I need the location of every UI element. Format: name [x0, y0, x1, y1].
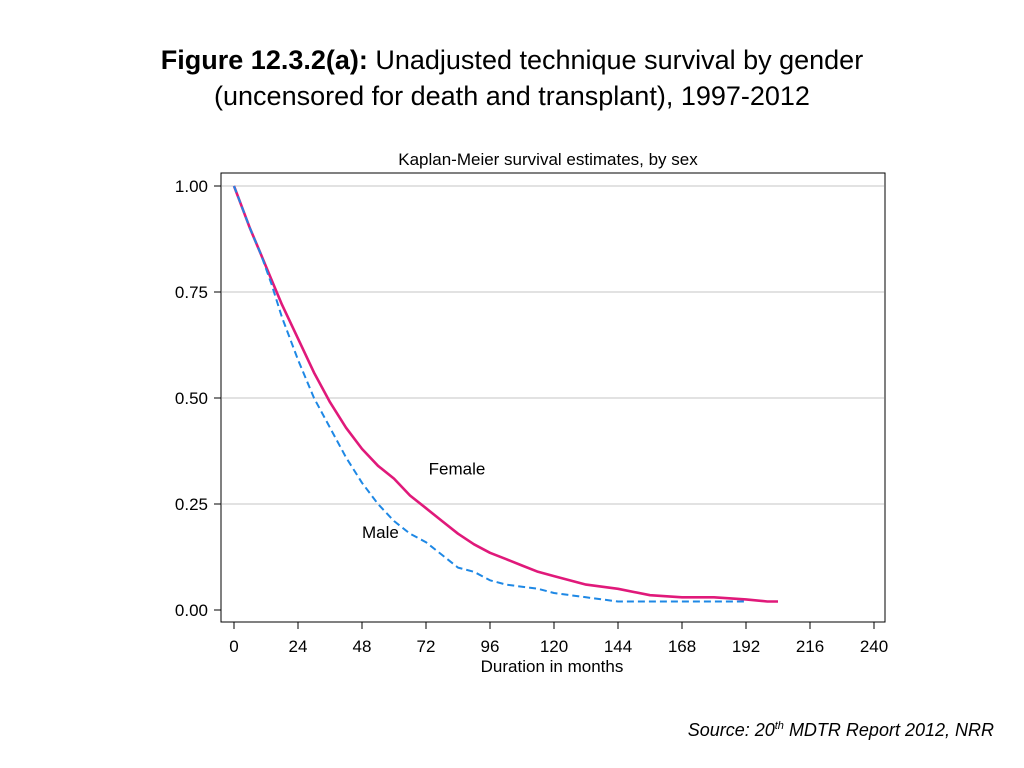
curve-labels: Female Male	[362, 459, 485, 542]
survival-curves	[232, 185, 778, 603]
x-tick-label: 216	[796, 637, 824, 656]
figure-title-line2: (uncensored for death and transplant), 1…	[214, 81, 810, 111]
annotation-male: Male	[362, 523, 399, 542]
x-tick-label: 96	[481, 637, 500, 656]
chart-title: Kaplan-Meier survival estimates, by sex	[398, 150, 698, 169]
x-tick-label: 24	[289, 637, 308, 656]
x-axis: 0 24 48 72 96 120 144 168 192 216 240	[229, 622, 888, 656]
x-tick-label: 240	[860, 637, 888, 656]
x-tick-label: 72	[417, 637, 436, 656]
x-tick-label: 48	[353, 637, 372, 656]
y-axis: 0.00 0.25 0.50 0.75 1.00	[175, 177, 221, 620]
y-tick-label: 0.50	[175, 389, 208, 408]
x-tick-label: 144	[604, 637, 632, 656]
figure-title: Figure 12.3.2(a): Unadjusted technique s…	[0, 42, 1024, 114]
source-superscript: th	[774, 720, 784, 732]
figure-label: Figure 12.3.2(a):	[160, 45, 368, 75]
x-axis-label: Duration in months	[481, 657, 624, 676]
series-line-female	[232, 185, 778, 603]
source-suffix: MDTR Report 2012, NRR	[783, 720, 994, 740]
y-tick-label: 0.75	[175, 283, 208, 302]
x-tick-label: 0	[229, 637, 238, 656]
x-tick-label: 168	[668, 637, 696, 656]
source-note: Source: 20th MDTR Report 2012, NRR	[688, 720, 994, 741]
series-line-male	[233, 185, 746, 603]
source-prefix: Source: 20	[687, 720, 775, 740]
x-tick-label: 120	[540, 637, 568, 656]
annotation-female: Female	[429, 459, 486, 478]
x-tick-label: 192	[732, 637, 760, 656]
y-tick-label: 0.00	[175, 601, 208, 620]
y-tick-label: 0.25	[175, 495, 208, 514]
figure-title-line1: Unadjusted technique survival by gender	[375, 45, 864, 75]
y-tick-label: 1.00	[175, 177, 208, 196]
grid-lines	[222, 185, 884, 505]
